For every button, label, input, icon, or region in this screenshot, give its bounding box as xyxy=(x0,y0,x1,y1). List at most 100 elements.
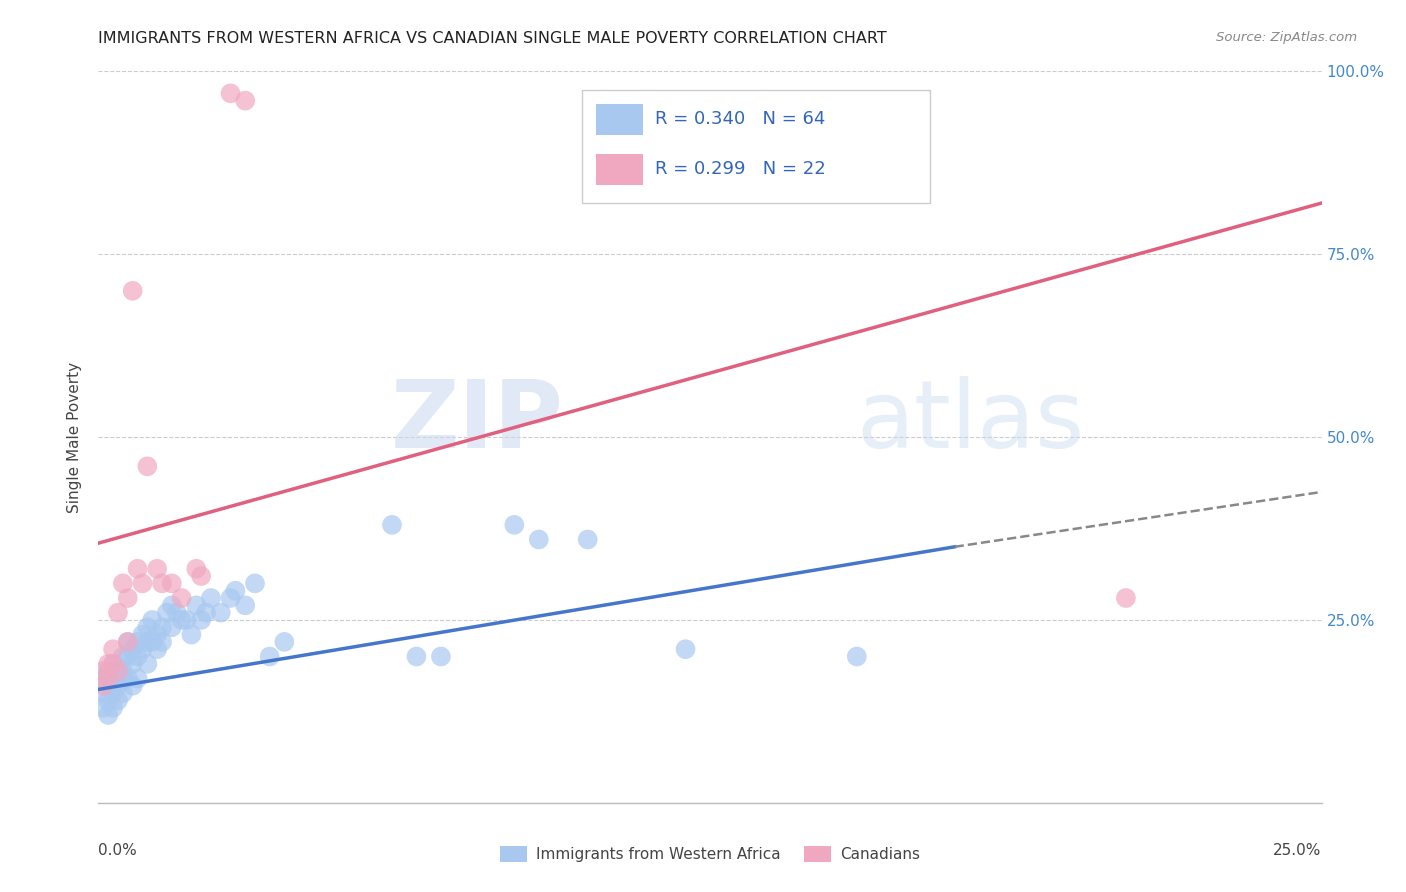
Point xyxy=(127,635,149,649)
Point xyxy=(91,700,114,714)
Point xyxy=(107,679,129,693)
FancyBboxPatch shape xyxy=(596,154,643,185)
Point xyxy=(1115,591,1137,605)
Point xyxy=(273,635,295,649)
Point xyxy=(146,562,169,576)
Point xyxy=(111,672,134,686)
Point xyxy=(131,627,153,641)
Point xyxy=(117,635,139,649)
Point xyxy=(243,576,266,591)
Point xyxy=(150,620,173,634)
Point xyxy=(101,700,124,714)
Point xyxy=(136,620,159,634)
Point xyxy=(117,591,139,605)
Point xyxy=(186,599,208,613)
Point xyxy=(233,599,256,613)
Point xyxy=(170,613,193,627)
Point xyxy=(127,649,149,664)
Point xyxy=(136,459,159,474)
Point xyxy=(186,562,208,576)
Point xyxy=(131,576,153,591)
Point xyxy=(190,569,212,583)
Point xyxy=(150,635,173,649)
Point xyxy=(107,693,129,707)
Point xyxy=(176,613,198,627)
Point xyxy=(111,664,134,678)
Point xyxy=(527,533,550,547)
Point xyxy=(121,657,143,671)
Point xyxy=(121,284,143,298)
Point xyxy=(101,657,124,671)
Point xyxy=(200,591,222,605)
Point xyxy=(111,649,134,664)
Text: IMMIGRANTS FROM WESTERN AFRICA VS CANADIAN SINGLE MALE POVERTY CORRELATION CHART: IMMIGRANTS FROM WESTERN AFRICA VS CANADI… xyxy=(98,31,887,46)
Text: R = 0.340   N = 64: R = 0.340 N = 64 xyxy=(655,110,825,128)
Point xyxy=(107,606,129,620)
Point xyxy=(91,664,114,678)
Point xyxy=(166,606,188,620)
Point xyxy=(91,672,114,686)
Point xyxy=(195,606,218,620)
Point xyxy=(160,576,183,591)
Point xyxy=(170,591,193,605)
Text: ZIP: ZIP xyxy=(391,376,564,468)
Point xyxy=(117,635,139,649)
Point xyxy=(156,606,179,620)
Point xyxy=(101,642,124,657)
Point xyxy=(259,649,281,664)
Point xyxy=(675,642,697,657)
Point xyxy=(97,664,120,678)
Point xyxy=(111,686,134,700)
Point xyxy=(381,517,404,532)
Point xyxy=(136,657,159,671)
Point xyxy=(101,657,124,671)
Point xyxy=(150,576,173,591)
Point xyxy=(136,635,159,649)
Point xyxy=(141,613,163,627)
Point xyxy=(121,642,143,657)
Text: Source: ZipAtlas.com: Source: ZipAtlas.com xyxy=(1216,31,1357,45)
Point xyxy=(233,94,256,108)
Point xyxy=(141,635,163,649)
Text: R = 0.299   N = 22: R = 0.299 N = 22 xyxy=(655,160,825,178)
Point xyxy=(160,599,183,613)
Point xyxy=(224,583,246,598)
Point xyxy=(111,576,134,591)
Point xyxy=(405,649,427,664)
Point xyxy=(121,679,143,693)
Point xyxy=(219,591,242,605)
Point xyxy=(503,517,526,532)
Point xyxy=(190,613,212,627)
Point xyxy=(131,642,153,657)
Point xyxy=(219,87,242,101)
Point xyxy=(127,562,149,576)
Point xyxy=(180,627,202,641)
Y-axis label: Single Male Poverty: Single Male Poverty xyxy=(67,361,83,513)
Text: atlas: atlas xyxy=(856,376,1085,468)
Text: 25.0%: 25.0% xyxy=(1274,843,1322,858)
Point xyxy=(845,649,868,664)
FancyBboxPatch shape xyxy=(596,104,643,135)
Point xyxy=(117,649,139,664)
Point xyxy=(97,657,120,671)
Legend: Immigrants from Western Africa, Canadians: Immigrants from Western Africa, Canadian… xyxy=(494,840,927,868)
Point xyxy=(209,606,232,620)
Text: 0.0%: 0.0% xyxy=(98,843,138,858)
FancyBboxPatch shape xyxy=(582,90,931,203)
Point xyxy=(107,664,129,678)
Point xyxy=(127,672,149,686)
Point xyxy=(91,686,114,700)
Point xyxy=(117,672,139,686)
Point xyxy=(101,672,124,686)
Point xyxy=(430,649,453,664)
Point xyxy=(97,679,120,693)
Point xyxy=(160,620,183,634)
Point xyxy=(91,679,114,693)
Point xyxy=(107,664,129,678)
Point xyxy=(576,533,599,547)
Point xyxy=(97,708,120,723)
Point xyxy=(146,627,169,641)
Point xyxy=(146,642,169,657)
Point xyxy=(101,686,124,700)
Point xyxy=(97,672,120,686)
